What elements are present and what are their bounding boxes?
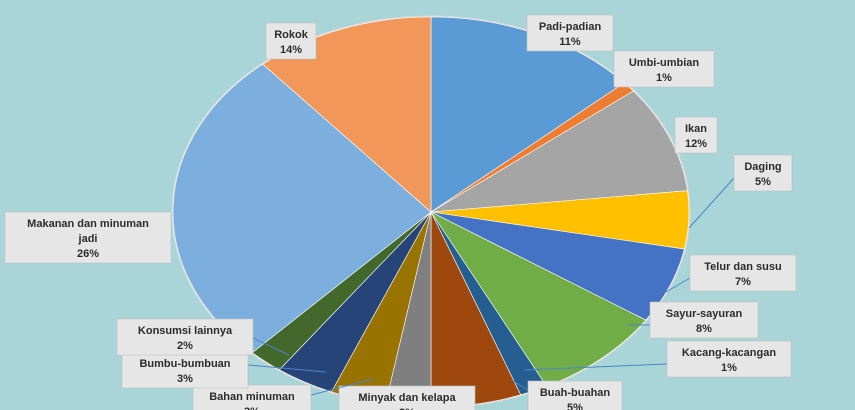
data-label-name-konsumsi-lainnya: Konsumsi lainnya bbox=[138, 325, 233, 337]
data-label-percent-sayur-sayuran: 8% bbox=[696, 323, 712, 335]
data-label-name-rokok: Rokok bbox=[274, 29, 309, 41]
data-label-percent-daging: 5% bbox=[755, 176, 771, 188]
data-label-box-daging bbox=[733, 154, 793, 192]
data-label-box-kacang-kacangan bbox=[666, 340, 792, 378]
data-label-name-sayur-sayuran: Sayur-sayuran bbox=[666, 308, 743, 320]
data-label-box-padi-padian bbox=[526, 14, 614, 52]
data-label-box-telur-dan-susu bbox=[689, 254, 797, 292]
data-label-percent-bumbu-bumbuan: 3% bbox=[177, 373, 193, 385]
data-label-box-minyak-dan-kelapa bbox=[338, 385, 476, 410]
data-label-name-makanan-dan-minuman-jadi: jadi bbox=[78, 233, 98, 245]
data-label-box-umbi-umbian bbox=[613, 50, 715, 88]
data-label-percent-makanan-dan-minuman-jadi: 26% bbox=[77, 248, 99, 260]
data-label-percent-telur-dan-susu: 7% bbox=[735, 276, 751, 288]
data-label-name-padi-padian: Padi-padian bbox=[539, 21, 602, 33]
data-label-percent-rokok: 14% bbox=[280, 44, 302, 56]
leader-line-bahan-minuman bbox=[310, 378, 374, 396]
data-label-name-bahan-minuman: Bahan minuman bbox=[209, 391, 295, 403]
data-label-name-kacang-kacangan: Kacang-kacangan bbox=[682, 347, 776, 359]
leader-line-kacang-kacangan bbox=[523, 363, 668, 371]
data-label-percent-buah-buahan: 5% bbox=[567, 402, 583, 410]
leader-line-konsumsi-lainnya bbox=[252, 337, 290, 356]
data-label-box-bahan-minuman bbox=[192, 384, 312, 410]
data-label-name-telur-dan-susu: Telur dan susu bbox=[704, 261, 781, 273]
data-label-name-ikan: Ikan bbox=[685, 123, 707, 135]
data-label-percent-kacang-kacangan: 1% bbox=[721, 362, 737, 374]
leader-line-bumbu-bumbuan bbox=[247, 364, 327, 373]
data-label-percent-konsumsi-lainnya: 2% bbox=[177, 340, 193, 352]
data-label-box-sayur-sayuran bbox=[649, 301, 759, 339]
data-label-box-rokok bbox=[265, 22, 317, 60]
data-label-percent-minyak-dan-kelapa: 2% bbox=[399, 407, 415, 410]
data-label-name-daging: Daging bbox=[744, 161, 781, 173]
data-label-name-bumbu-bumbuan: Bumbu-bumbuan bbox=[139, 358, 230, 370]
leader-line-buah-buahan bbox=[512, 380, 529, 391]
data-label-box-buah-buahan bbox=[527, 380, 623, 410]
data-label-box-ikan bbox=[674, 116, 718, 154]
data-label-box-bumbu-bumbuan bbox=[121, 351, 249, 389]
data-label-name-makanan-dan-minuman-jadi: Makanan dan minuman bbox=[27, 218, 149, 230]
data-label-box-konsumsi-lainnya bbox=[116, 318, 254, 356]
data-label-box-makanan-dan-minuman-jadi bbox=[4, 211, 172, 264]
data-label-percent-bahan-minuman: 3% bbox=[244, 406, 260, 410]
leader-line-telur-dan-susu bbox=[665, 277, 691, 293]
data-label-percent-umbi-umbian: 1% bbox=[656, 72, 672, 84]
leader-line-daging bbox=[688, 177, 735, 229]
data-label-name-buah-buahan: Buah-buahan bbox=[540, 387, 611, 399]
data-label-name-minyak-dan-kelapa: Minyak dan kelapa bbox=[358, 392, 456, 404]
pie-slice-ikan[interactable] bbox=[430, 90, 688, 213]
data-label-percent-ikan: 12% bbox=[685, 138, 707, 150]
data-label-name-umbi-umbian: Umbi-umbian bbox=[629, 57, 700, 69]
data-label-percent-padi-padian: 11% bbox=[559, 36, 581, 48]
